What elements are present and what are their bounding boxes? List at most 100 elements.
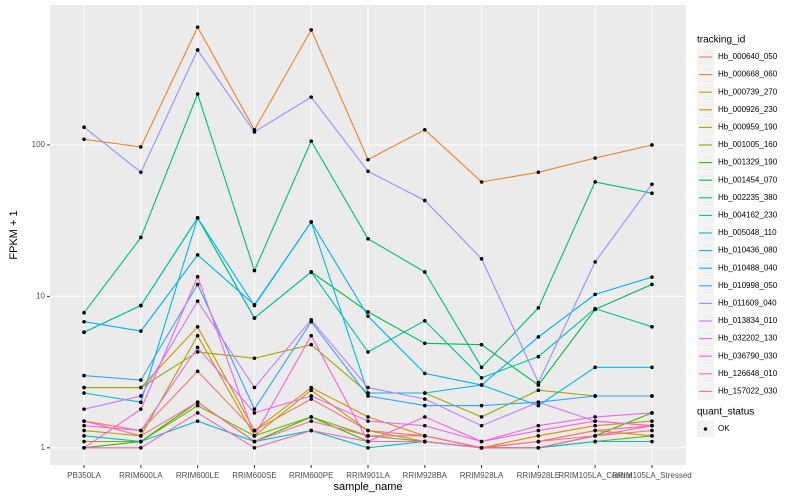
- data-point: [536, 354, 541, 359]
- data-point: [366, 415, 370, 419]
- data-point: [593, 180, 597, 184]
- data-point: [309, 388, 314, 393]
- data-point: [82, 407, 86, 411]
- data-point: [82, 319, 86, 324]
- data-point: [309, 220, 314, 224]
- x-tick-label: RRIM600LE: [176, 471, 220, 480]
- data-point: [195, 25, 200, 29]
- data-point: [309, 394, 314, 398]
- data-point: [422, 318, 427, 323]
- y-axis-title: FPKM + 1: [8, 210, 20, 259]
- data-point: [536, 400, 541, 405]
- data-point: [536, 423, 541, 428]
- data-point: [422, 403, 427, 408]
- legend-label: Hb_005048_110: [718, 228, 777, 237]
- data-point: [536, 335, 541, 339]
- data-point: [479, 383, 484, 387]
- legend-label: Hb_002235_380: [718, 193, 778, 202]
- data-point: [82, 446, 86, 450]
- data-point: [366, 391, 370, 395]
- x-tick-label: RRIM600SE: [232, 471, 276, 480]
- data-point: [139, 170, 143, 175]
- data-point: [139, 439, 143, 444]
- data-point: [479, 375, 484, 380]
- data-point: [82, 373, 86, 378]
- x-tick-label: RRIM600LA: [119, 471, 163, 480]
- data-point: [309, 419, 314, 423]
- data-point: [366, 350, 370, 354]
- data-point: [139, 428, 143, 433]
- legend-label: OK: [718, 424, 730, 433]
- y-tick-label: 100: [32, 140, 46, 149]
- data-point: [82, 310, 86, 315]
- data-point: [139, 407, 143, 411]
- data-point: [195, 282, 200, 287]
- x-tick-label: PB350LA: [67, 471, 101, 480]
- data-point: [252, 411, 257, 415]
- data-point: [82, 330, 86, 335]
- data-point: [593, 439, 597, 444]
- legend-label: Hb_001005_160: [718, 140, 778, 149]
- data-point: [593, 434, 597, 438]
- data-point: [650, 428, 654, 433]
- data-point: [82, 439, 86, 444]
- data-point: [422, 127, 427, 132]
- legend-label: Hb_157022_030: [718, 387, 778, 396]
- legend-label: Hb_000926_230: [718, 105, 778, 114]
- legend-label: Hb_000739_270: [718, 87, 778, 96]
- data-point: [650, 282, 654, 287]
- data-point: [479, 423, 484, 428]
- data-point: [195, 48, 200, 52]
- data-point: [252, 302, 257, 307]
- data-point: [479, 257, 484, 261]
- x-tick-label: RRIM928LA: [460, 471, 504, 480]
- legend-label: Hb_010488_040: [718, 263, 778, 272]
- legend-label: Hb_000959_190: [718, 123, 778, 132]
- data-point: [422, 439, 427, 444]
- legend-label: Hb_010998_050: [718, 281, 778, 290]
- data-point: [650, 411, 654, 415]
- data-point: [593, 394, 597, 398]
- data-point: [195, 92, 200, 96]
- data-point: [309, 139, 314, 143]
- data-point: [82, 428, 86, 433]
- data-point: [593, 260, 597, 264]
- x-tick-label: RRIM901LA: [346, 471, 390, 480]
- x-tick-label: RRIM928LE: [517, 471, 561, 480]
- data-point: [593, 415, 597, 419]
- data-point: [536, 388, 541, 393]
- legend-label: Hb_001329_190: [718, 158, 778, 167]
- data-point: [82, 125, 86, 130]
- data-point: [139, 394, 143, 398]
- data-point: [536, 170, 541, 175]
- data-point: [195, 411, 200, 415]
- data-point: [195, 369, 200, 374]
- data-point: [139, 145, 143, 149]
- legend-label: Hb_032202_130: [718, 334, 778, 343]
- data-point: [650, 191, 654, 196]
- data-point: [139, 446, 143, 450]
- data-point: [593, 156, 597, 160]
- point-legend-title: quant_status: [697, 407, 754, 418]
- data-point: [139, 303, 143, 308]
- data-point: [536, 306, 541, 310]
- legend-label: Hb_036790_030: [718, 351, 778, 360]
- data-point: [139, 434, 143, 438]
- data-point: [366, 439, 370, 444]
- data-point: [593, 419, 597, 423]
- data-point: [309, 318, 314, 322]
- data-point: [139, 400, 143, 405]
- data-point: [252, 316, 257, 320]
- data-point: [593, 423, 597, 428]
- data-point: [593, 306, 597, 311]
- data-point: [536, 434, 541, 438]
- legend-label: Hb_000668_060: [718, 70, 778, 79]
- legend-label: Hb_126648_010: [718, 369, 778, 378]
- data-point: [650, 143, 654, 147]
- data-point: [593, 365, 597, 370]
- x-tick-label: RRIM600PE: [289, 471, 333, 480]
- data-point: [593, 292, 597, 297]
- data-point: [309, 385, 314, 390]
- data-point: [593, 428, 597, 433]
- data-point: [422, 341, 427, 346]
